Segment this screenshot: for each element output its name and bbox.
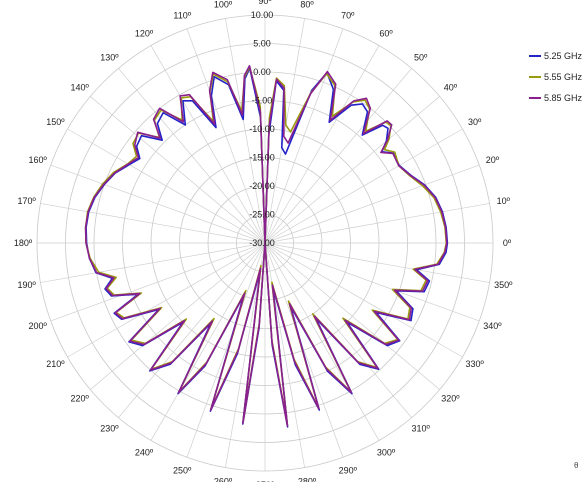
angle-tick-label: 240º <box>135 448 154 458</box>
angle-tick-label: 10º <box>497 196 511 206</box>
angle-tick-label: 20º <box>486 155 500 165</box>
grid-spoke <box>264 68 412 244</box>
angle-tick-label: 350º <box>494 280 513 290</box>
legend-label: 5.85 GHz <box>544 93 583 103</box>
radial-tick-label: 10.00 <box>251 10 274 20</box>
grid-spoke <box>67 242 266 358</box>
angle-tick-label: 300º <box>377 448 396 458</box>
radial-tick-label: -5.00 <box>252 96 273 106</box>
grid-spoke <box>264 18 305 244</box>
grid-spoke <box>186 242 266 458</box>
angle-tick-label: 310º <box>411 423 430 433</box>
angle-tick-label: 40º <box>444 82 458 92</box>
grid-spoke <box>264 128 463 244</box>
grid-spoke <box>264 242 380 441</box>
grid-spoke <box>90 96 266 244</box>
radial-tick-label: -25.00 <box>249 210 275 220</box>
radial-tick-label: -10.00 <box>249 124 275 134</box>
angle-unit-mark: θ <box>574 461 579 470</box>
angle-tick-label: 90º <box>258 0 272 6</box>
grid-spoke <box>186 28 266 244</box>
radial-tick-label: -30.00 <box>249 238 275 248</box>
angle-tick-label: 280º <box>298 476 317 482</box>
angle-tick-label: 260º <box>214 476 233 482</box>
legend-label: 5.55 GHz <box>544 72 583 82</box>
grid-spoke <box>40 242 266 283</box>
grid-spoke <box>264 242 344 458</box>
angle-tick-label: 230º <box>100 423 119 433</box>
angle-tick-label: 330º <box>465 359 484 369</box>
grid-spoke <box>264 242 305 468</box>
legend: 5.25 GHz 5.55 GHz 5.85 GHz <box>529 51 583 103</box>
angle-tick-label: 80º <box>300 0 314 10</box>
angle-tick-label: 0º <box>503 238 512 248</box>
angle-tick-label: 50º <box>414 53 428 63</box>
angle-tick-label: 210º <box>46 359 65 369</box>
grid-spoke <box>264 28 344 244</box>
grid-spoke <box>90 242 266 390</box>
angle-tick-label: 60º <box>379 28 393 38</box>
angle-tick-label: 110º <box>173 11 191 21</box>
angle-tick-label: 320º <box>441 394 460 404</box>
angle-tick-label: 120º <box>135 28 154 38</box>
polar-grid <box>36 14 494 472</box>
grid-spoke <box>264 96 440 244</box>
grid-spoke <box>264 242 480 322</box>
angle-tick-label: 30º <box>468 117 482 127</box>
grid-spoke <box>264 242 463 358</box>
radial-tick-label: 5.00 <box>253 39 271 49</box>
radial-tick-labels: -30.00 -25.00 -20.00 -15.00 -10.00 -5.00 0.00 5… <box>249 10 275 248</box>
angle-tick-label: 290º <box>339 465 358 475</box>
radial-tick-label: 0.00 <box>253 67 271 77</box>
grid-spoke <box>264 242 412 418</box>
radial-tick-label: -15.00 <box>249 153 275 163</box>
angle-tick-label: 130º <box>100 53 119 63</box>
angle-tick-label: 200º <box>28 321 47 331</box>
angle-tick-label: 180º <box>14 238 33 248</box>
angle-tick-label: 100º <box>214 0 233 10</box>
angle-tick-label: 140º <box>70 82 89 92</box>
angle-tick-label: 150º <box>46 117 65 127</box>
grid-spoke <box>50 242 266 322</box>
angle-tick-label: 190º <box>18 280 37 290</box>
grid-spoke <box>150 45 266 244</box>
grid-spoke <box>118 242 266 418</box>
angle-tick-label: 250º <box>173 465 192 475</box>
series-layer <box>84 65 449 428</box>
grid-spoke <box>264 242 440 390</box>
angle-tick-labels: 0º 10º 20º 30º 40º 50º 60º 70º 80º 90º 100º 110º 120… <box>14 0 513 482</box>
grid-spoke <box>225 18 266 244</box>
grid-spoke <box>264 164 480 244</box>
grid-spoke <box>118 68 266 244</box>
angle-tick-label: 220º <box>70 394 89 404</box>
grid-spoke <box>67 128 266 244</box>
angle-tick-label: 270º <box>256 480 275 482</box>
angle-tick-label: 160º <box>28 155 47 165</box>
grid-spoke <box>50 164 266 244</box>
series-line <box>84 65 448 427</box>
grid-spoke <box>264 203 490 244</box>
angle-tick-label: 70º <box>341 11 355 21</box>
grid-spoke <box>40 203 266 244</box>
grid-spoke <box>264 242 490 283</box>
legend-label: 5.25 GHz <box>544 51 583 61</box>
angle-tick-label: 170º <box>18 196 37 206</box>
radial-tick-label: -20.00 <box>249 181 275 191</box>
grid-spoke <box>264 45 380 244</box>
grid-spoke <box>150 242 266 441</box>
angle-tick-label: 340º <box>483 321 502 331</box>
